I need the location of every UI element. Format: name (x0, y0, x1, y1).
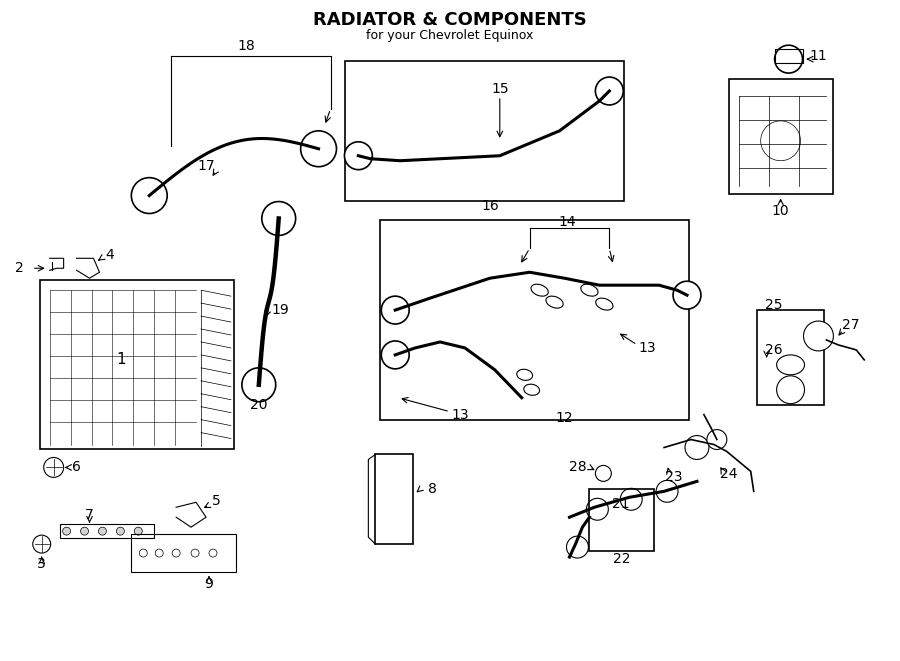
Circle shape (587, 498, 608, 520)
Bar (375, 455, 413, 544)
Text: 15: 15 (491, 82, 508, 96)
Circle shape (760, 121, 800, 161)
Text: 17: 17 (197, 159, 215, 173)
Text: 19: 19 (272, 303, 290, 317)
Text: 26: 26 (765, 343, 782, 357)
Text: 23: 23 (665, 471, 683, 485)
Circle shape (596, 77, 624, 105)
Text: 20: 20 (250, 398, 267, 412)
Circle shape (131, 178, 167, 214)
Text: 7: 7 (86, 508, 94, 522)
Circle shape (98, 527, 106, 535)
Circle shape (775, 45, 803, 73)
Ellipse shape (546, 296, 563, 308)
Bar (381, 221, 689, 420)
Circle shape (656, 481, 678, 502)
Bar (346, 61, 625, 200)
Text: 13: 13 (638, 341, 656, 355)
Text: 21: 21 (613, 497, 630, 511)
Circle shape (116, 527, 124, 535)
Circle shape (301, 131, 337, 167)
Bar (590, 489, 654, 551)
Text: 2: 2 (15, 261, 24, 275)
Circle shape (242, 368, 275, 402)
Text: 14: 14 (559, 215, 576, 229)
Circle shape (673, 281, 701, 309)
Circle shape (382, 341, 410, 369)
Ellipse shape (777, 355, 805, 375)
Circle shape (685, 436, 709, 459)
Text: 28: 28 (569, 461, 586, 475)
Text: 11: 11 (810, 49, 827, 63)
Circle shape (382, 296, 410, 324)
Text: 16: 16 (481, 198, 499, 213)
Circle shape (566, 536, 589, 558)
Circle shape (596, 465, 611, 481)
Circle shape (155, 549, 163, 557)
Text: 25: 25 (765, 298, 782, 312)
Text: 13: 13 (451, 408, 469, 422)
Text: 4: 4 (105, 249, 113, 262)
Ellipse shape (580, 284, 598, 296)
Text: RADIATOR & COMPONENTS: RADIATOR & COMPONENTS (313, 11, 587, 29)
Ellipse shape (596, 298, 613, 310)
Circle shape (804, 321, 833, 351)
Text: for your Chevrolet Equinox: for your Chevrolet Equinox (366, 29, 534, 42)
Circle shape (63, 527, 70, 535)
Circle shape (44, 457, 64, 477)
Text: 24: 24 (720, 467, 738, 481)
Text: 12: 12 (555, 410, 573, 424)
Bar (40, 280, 234, 449)
Text: 18: 18 (237, 39, 255, 53)
Circle shape (345, 142, 373, 170)
Text: 9: 9 (204, 577, 213, 591)
Circle shape (191, 549, 199, 557)
Text: 8: 8 (428, 483, 436, 496)
Text: 1: 1 (117, 352, 126, 368)
Circle shape (81, 527, 88, 535)
Bar (775, 49, 803, 63)
Text: 22: 22 (613, 552, 630, 566)
Bar (757, 310, 824, 405)
Text: 10: 10 (772, 204, 789, 217)
Ellipse shape (524, 384, 540, 395)
Text: 27: 27 (842, 318, 859, 332)
Ellipse shape (517, 369, 533, 380)
Circle shape (620, 488, 643, 510)
Circle shape (209, 549, 217, 557)
Text: 5: 5 (212, 494, 220, 508)
Text: 3: 3 (37, 557, 46, 571)
Circle shape (140, 549, 148, 557)
Bar (59, 524, 154, 538)
Circle shape (262, 202, 296, 235)
Circle shape (706, 430, 727, 449)
Bar (729, 79, 833, 194)
Bar (131, 534, 236, 572)
Circle shape (32, 535, 50, 553)
Ellipse shape (531, 284, 548, 296)
Circle shape (777, 376, 805, 404)
Circle shape (172, 549, 180, 557)
Text: 6: 6 (72, 461, 81, 475)
Circle shape (134, 527, 142, 535)
